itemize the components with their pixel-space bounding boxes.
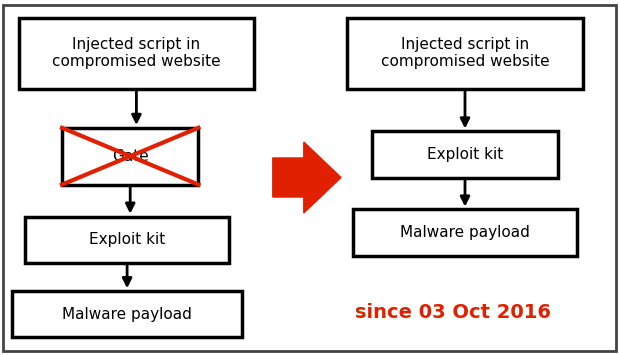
- Text: Injected script in
compromised website: Injected script in compromised website: [52, 37, 221, 70]
- Polygon shape: [273, 142, 341, 213]
- FancyBboxPatch shape: [62, 128, 198, 185]
- Text: since 03 Oct 2016: since 03 Oct 2016: [355, 303, 551, 322]
- FancyBboxPatch shape: [372, 131, 558, 178]
- Text: Exploit kit: Exploit kit: [89, 232, 165, 247]
- FancyBboxPatch shape: [25, 217, 229, 263]
- FancyBboxPatch shape: [353, 209, 577, 256]
- FancyBboxPatch shape: [347, 18, 583, 89]
- Text: Malware payload: Malware payload: [400, 225, 530, 240]
- Text: Injected script in
compromised website: Injected script in compromised website: [381, 37, 549, 70]
- Text: Malware payload: Malware payload: [62, 307, 192, 322]
- FancyBboxPatch shape: [12, 291, 242, 337]
- Text: Exploit kit: Exploit kit: [427, 147, 503, 162]
- Text: Gate: Gate: [112, 149, 149, 164]
- FancyBboxPatch shape: [19, 18, 254, 89]
